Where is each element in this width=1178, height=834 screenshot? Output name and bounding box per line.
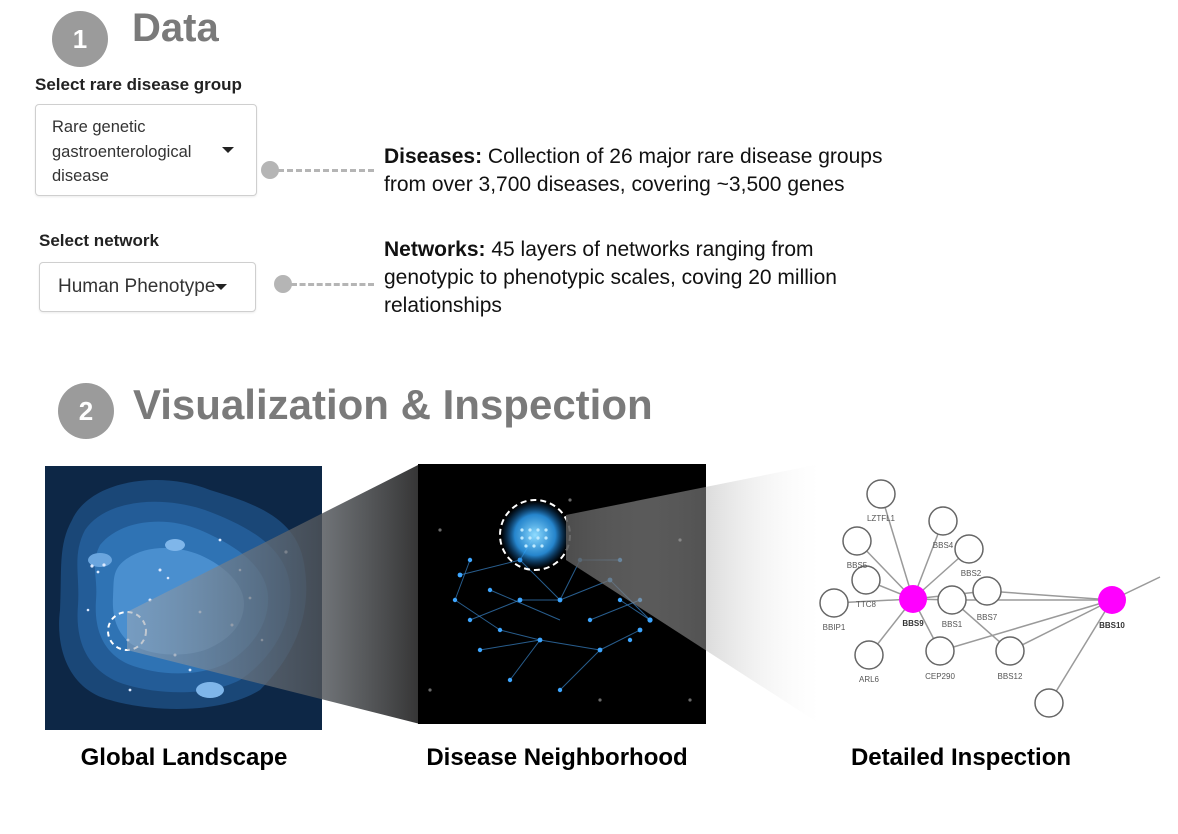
disease-select-value-line-2: gastroenterological bbox=[52, 142, 192, 161]
gene-label-BBS12: BBS12 bbox=[998, 672, 1023, 681]
networks-description: Networks: 45 layers of networks ranging … bbox=[384, 236, 837, 320]
disease-neighborhood-label: Disease Neighborhood bbox=[426, 744, 688, 771]
networks-connector-line bbox=[291, 283, 374, 286]
diseases-heading: Diseases: bbox=[384, 145, 483, 168]
chevron-down-icon bbox=[215, 284, 227, 290]
network-select-value: Human Phenotype bbox=[58, 276, 216, 297]
gene-label-TTC8: TTC8 bbox=[856, 600, 877, 609]
gene-node-BBS10 bbox=[1098, 586, 1126, 614]
diseases-text-line-2: from over 3,700 diseases, covering ~3,50… bbox=[384, 173, 845, 196]
gene-node-BBS2 bbox=[954, 534, 984, 564]
global-landscape-label: Global Landscape bbox=[80, 744, 288, 771]
step-1-badge: 1 bbox=[52, 11, 108, 67]
gene-node-unlabeled bbox=[1034, 688, 1064, 718]
gene-label-BBS5: BBS5 bbox=[847, 561, 868, 570]
diseases-connector-line bbox=[278, 169, 374, 172]
networks-connector-dot bbox=[274, 275, 292, 293]
gene-label-BBIP1: BBIP1 bbox=[823, 623, 846, 632]
networks-heading: Networks: bbox=[384, 238, 486, 261]
chevron-down-icon bbox=[222, 147, 234, 153]
gene-node-BBS1 bbox=[937, 585, 967, 615]
gene-label-BBS7: BBS7 bbox=[977, 613, 998, 622]
gene-node-LZTFL1 bbox=[866, 479, 896, 509]
network-select-label: Select network bbox=[39, 231, 159, 250]
gene-node-BBIP1 bbox=[819, 588, 849, 618]
network-select[interactable]: Human Phenotype bbox=[39, 262, 256, 312]
detailed-inspection-label: Detailed Inspection bbox=[850, 744, 1072, 771]
detailed-inspection-network: LZTFL1 BBS4 BBS5 BBS2 TTC8 BBIP1 BBS9 BB… bbox=[819, 479, 1161, 718]
zoom-cone-1 bbox=[127, 464, 420, 724]
gene-label-BBS10: BBS10 bbox=[1099, 621, 1125, 630]
gene-node-BBS12 bbox=[995, 636, 1025, 666]
diseases-connector-dot bbox=[261, 161, 279, 179]
gene-node-CEP290 bbox=[925, 636, 955, 666]
disease-select-label: Select rare disease group bbox=[35, 75, 242, 94]
gene-label-BBS2: BBS2 bbox=[961, 569, 982, 578]
gene-node-ARL6 bbox=[854, 640, 884, 670]
section-1-title: Data bbox=[132, 6, 219, 50]
diseases-text-line-1: Collection of 26 major rare disease grou… bbox=[482, 145, 883, 168]
gene-label-BBS4: BBS4 bbox=[933, 541, 954, 550]
section-2-title: Visualization & Inspection bbox=[133, 381, 653, 428]
networks-text-line-1: 45 layers of networks ranging from bbox=[485, 238, 814, 261]
gene-label-BBS9: BBS9 bbox=[902, 619, 924, 628]
gene-node-BBS5 bbox=[842, 526, 872, 556]
gene-label-ARL6: ARL6 bbox=[859, 675, 880, 684]
diseases-description: Diseases: Collection of 26 major rare di… bbox=[384, 143, 882, 199]
gene-label-BBS1: BBS1 bbox=[942, 620, 963, 629]
step-2-number: 2 bbox=[78, 395, 94, 426]
disease-select-value-line-1: Rare genetic bbox=[52, 118, 146, 136]
networks-text-line-2: genotypic to phenotypic scales, coving 2… bbox=[384, 266, 837, 289]
gene-node-BBS4 bbox=[928, 506, 958, 536]
disease-select-value-line-3: disease bbox=[52, 167, 109, 185]
gene-node-BBS9 bbox=[899, 585, 927, 613]
step-1-number: 1 bbox=[72, 23, 88, 54]
gene-label-CEP290: CEP290 bbox=[925, 672, 955, 681]
step-2-badge: 2 bbox=[58, 383, 114, 439]
zoom-cone-2 bbox=[566, 464, 820, 724]
gene-node-BBS7 bbox=[972, 576, 1002, 606]
networks-text-line-3: relationships bbox=[384, 294, 502, 317]
gene-label-LZTFL1: LZTFL1 bbox=[867, 514, 896, 523]
gene-node-TTC8 bbox=[851, 565, 881, 595]
disease-group-select[interactable]: Rare genetic gastroenterological disease bbox=[35, 104, 257, 196]
